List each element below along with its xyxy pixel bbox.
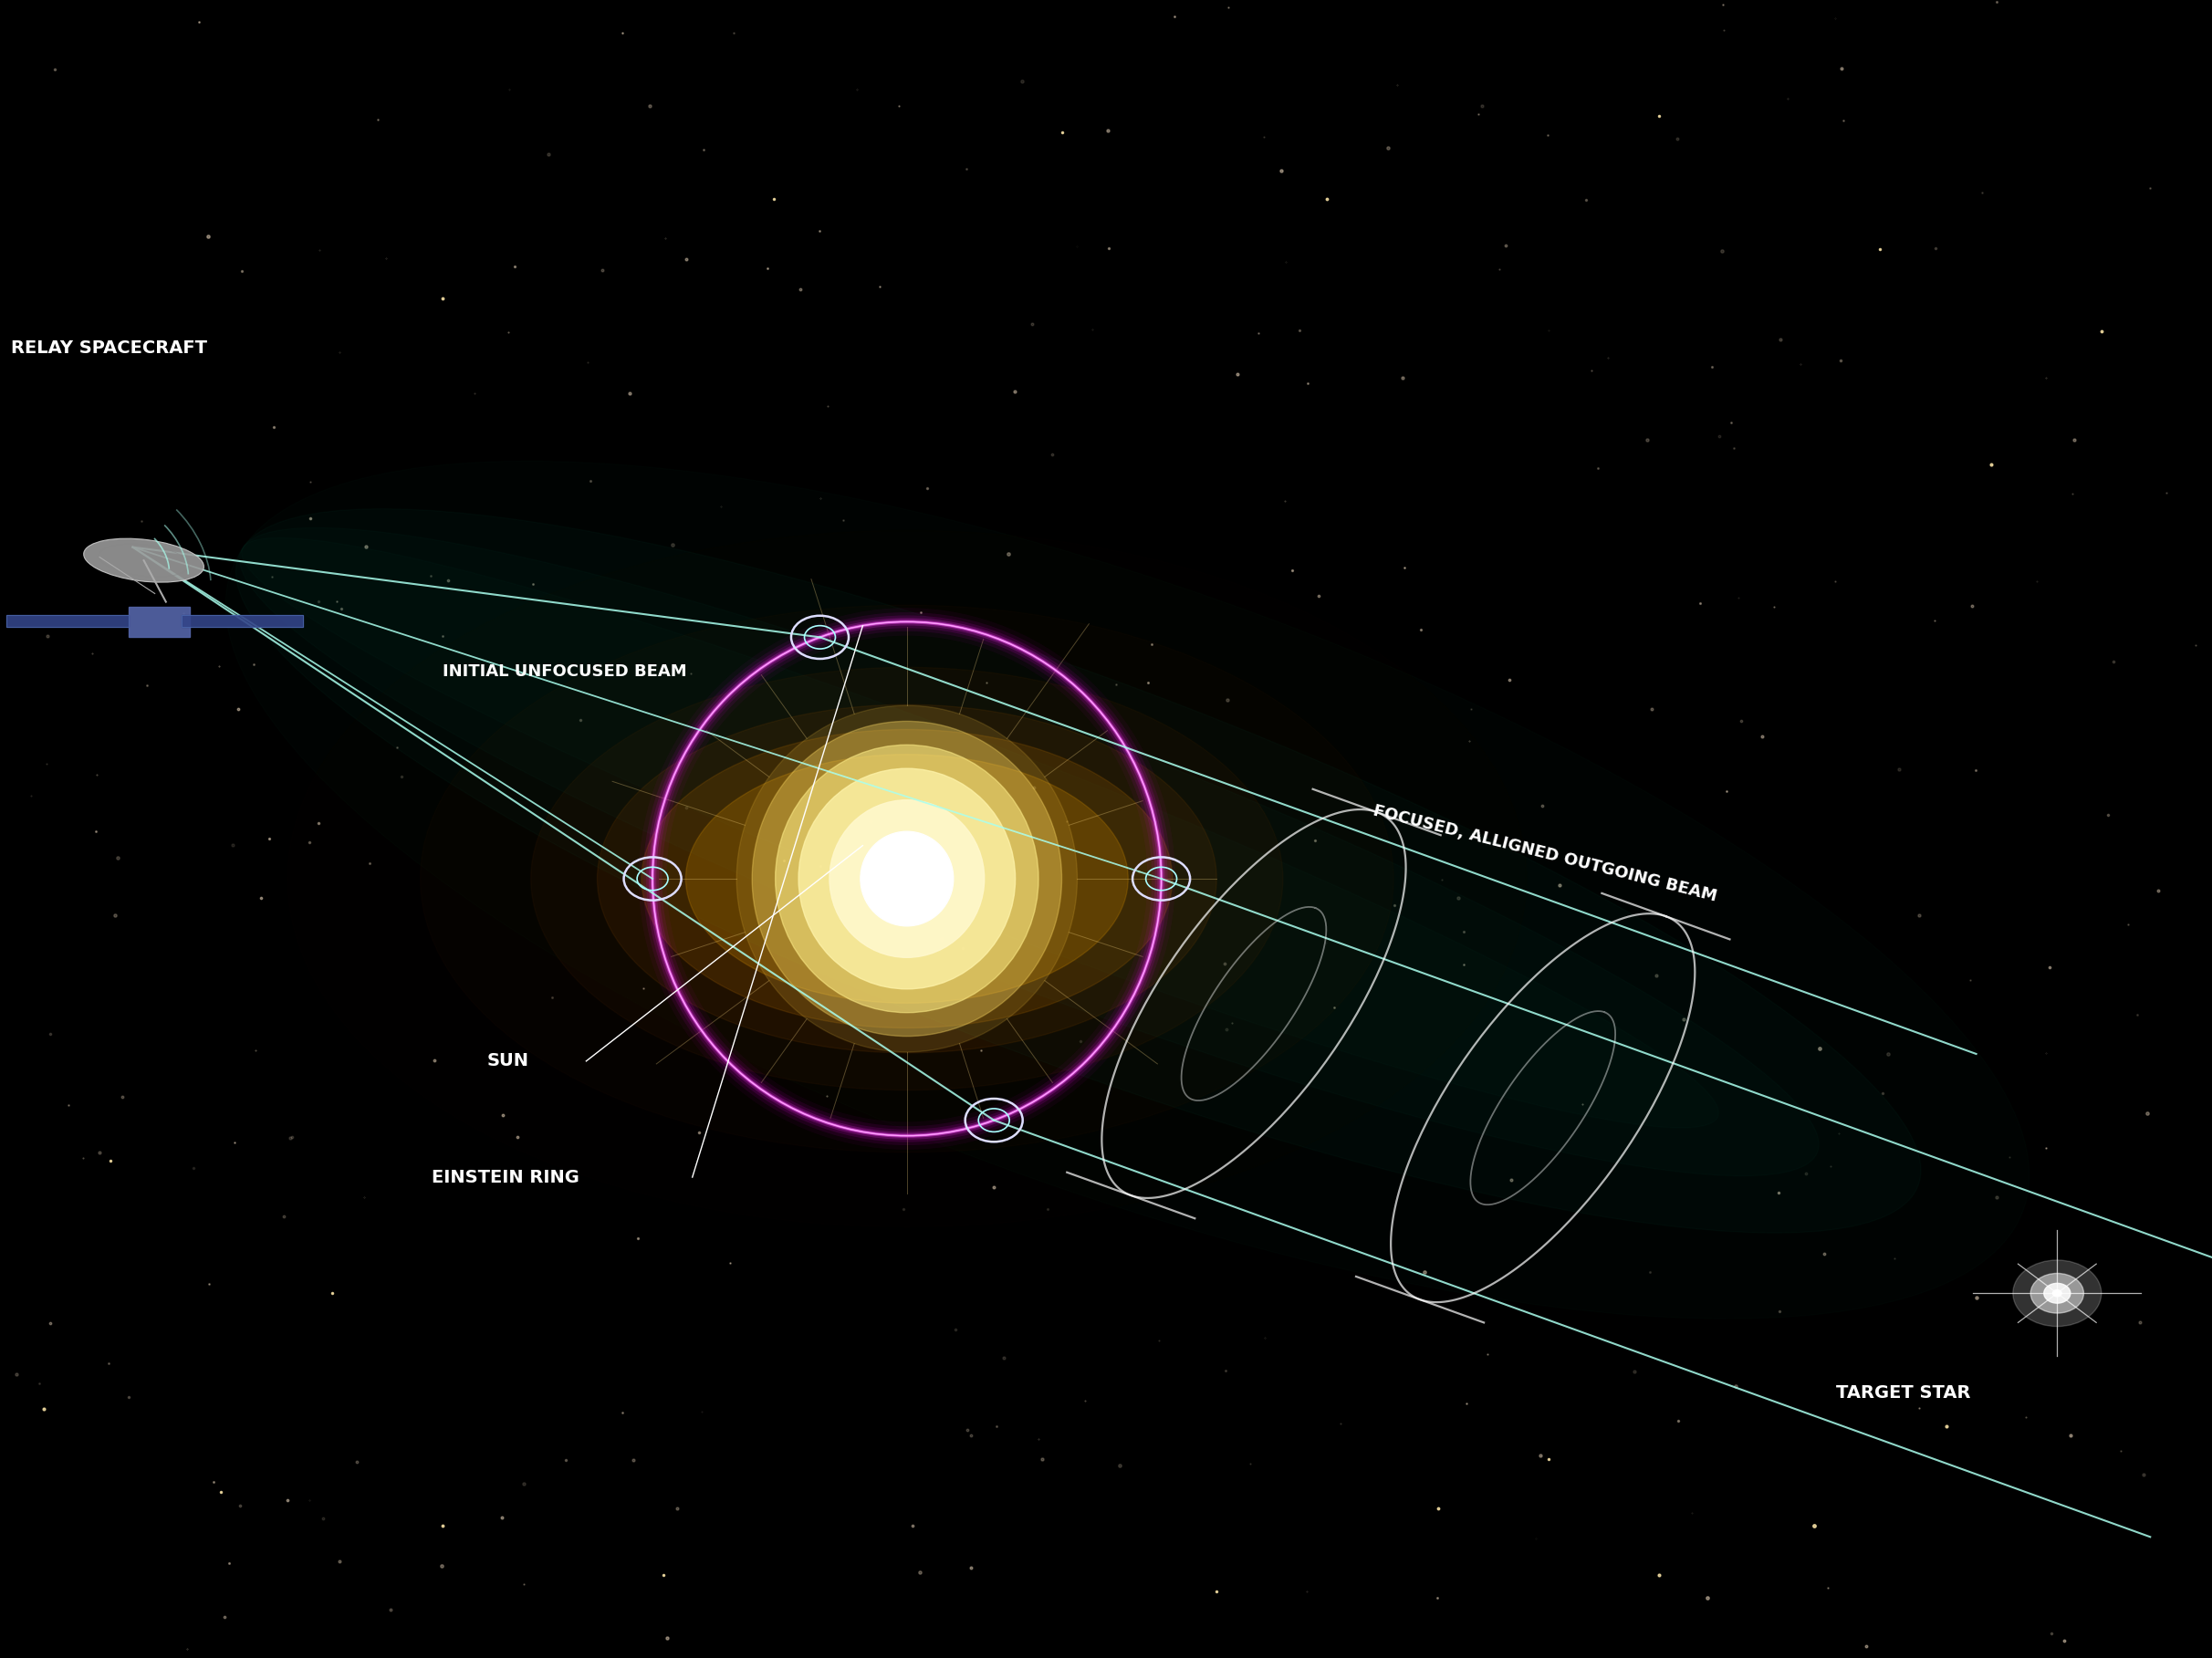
Ellipse shape	[531, 668, 1283, 1091]
Ellipse shape	[830, 801, 984, 958]
Ellipse shape	[226, 461, 2028, 1318]
Ellipse shape	[84, 539, 204, 582]
Ellipse shape	[752, 721, 1062, 1036]
Text: INITIAL UNFOCUSED BEAM: INITIAL UNFOCUSED BEAM	[442, 663, 686, 680]
Ellipse shape	[641, 730, 1172, 1028]
Bar	[128, 607, 190, 637]
Text: SUN: SUN	[487, 1053, 529, 1069]
Ellipse shape	[860, 832, 953, 925]
Circle shape	[2053, 1290, 2062, 1297]
Ellipse shape	[237, 509, 1920, 1234]
Ellipse shape	[774, 744, 1040, 1013]
Bar	[7, 615, 128, 627]
Text: FOCUSED, ALLIGNED OUTGOING BEAM: FOCUSED, ALLIGNED OUTGOING BEAM	[1371, 802, 1719, 905]
Ellipse shape	[239, 527, 1818, 1176]
Text: TARGET STAR: TARGET STAR	[1836, 1384, 1971, 1401]
Circle shape	[2013, 1260, 2101, 1326]
Text: EINSTEIN RING: EINSTEIN RING	[431, 1169, 580, 1185]
Text: RELAY SPACECRAFT: RELAY SPACECRAFT	[11, 340, 208, 356]
Circle shape	[2044, 1283, 2070, 1303]
Ellipse shape	[737, 706, 1077, 1053]
Ellipse shape	[686, 754, 1128, 1003]
Circle shape	[2031, 1273, 2084, 1313]
Bar	[7, 615, 128, 627]
Ellipse shape	[420, 605, 1394, 1152]
Bar	[181, 615, 303, 627]
Bar	[181, 615, 303, 627]
Ellipse shape	[799, 769, 1015, 988]
Ellipse shape	[597, 705, 1217, 1053]
